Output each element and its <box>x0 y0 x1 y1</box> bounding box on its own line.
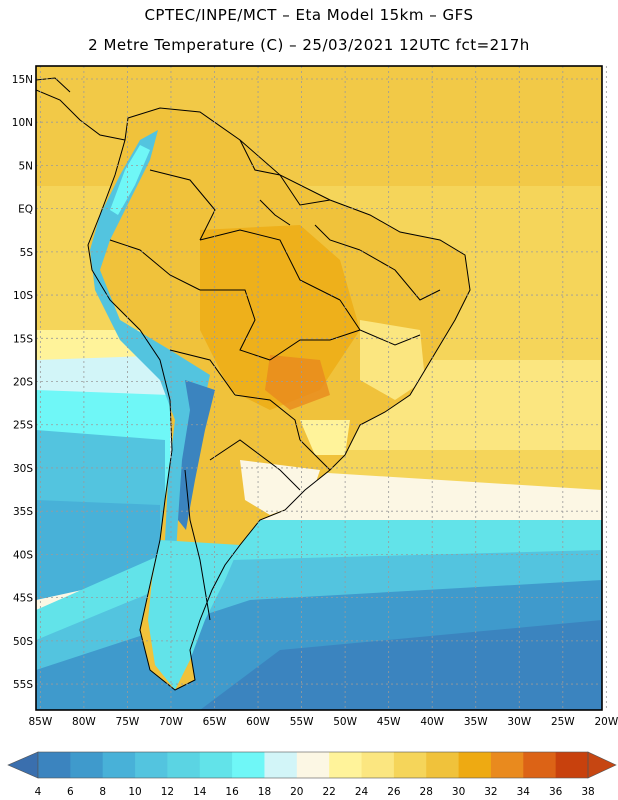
lat-tick-label: EQ <box>18 204 33 216</box>
colorbar-tick-label: 36 <box>549 786 563 798</box>
lat-tick-label: 15S <box>13 333 33 345</box>
colorbar-tick-label: 22 <box>322 786 335 798</box>
map-subtitle: 2 Metre Temperature (C) – 25/03/2021 12U… <box>88 36 530 54</box>
colorbar-bin <box>102 752 136 778</box>
lat-tick-label: 30S <box>13 463 33 475</box>
colorbar-bin <box>167 752 201 778</box>
lat-tick-label: 40S <box>13 549 33 561</box>
lat-tick-label: 50S <box>13 636 33 648</box>
lon-tick-label: 80W <box>72 716 96 728</box>
lon-tick-label: 55W <box>290 716 314 728</box>
colorbar-bin <box>555 752 589 778</box>
lat-tick-label: 35S <box>13 506 33 518</box>
colorbar-tick-label: 14 <box>193 786 207 798</box>
colorbar-tick-label: 10 <box>128 786 141 798</box>
colorbar-max-arrow <box>587 751 617 779</box>
colorbar-tick-label: 24 <box>355 786 369 798</box>
lon-tick-label: 75W <box>116 716 140 728</box>
lon-tick-label: 35W <box>464 716 488 728</box>
colorbar-bin <box>264 752 298 778</box>
temperature-field <box>36 66 602 710</box>
colorbar-bin <box>296 752 330 778</box>
colorbar-tick-label: 12 <box>161 786 174 798</box>
lat-tick-label: 55S <box>13 679 33 691</box>
lon-tick-label: 45W <box>377 716 401 728</box>
longitude-labels: 85W 80W 75W 70W 65W 60W 55W 50W 45W 40W 35W 30W 25W 2… <box>28 716 618 728</box>
colorbar-bin <box>135 752 168 778</box>
lat-tick-label: 45S <box>13 593 33 605</box>
lat-tick-label: 25S <box>13 420 33 432</box>
colorbar-bin <box>490 752 524 778</box>
colorbar-bin <box>426 752 460 778</box>
colorbar-tick-label: 26 <box>387 786 401 798</box>
lat-tick-label: 5S <box>20 247 34 259</box>
lon-tick-label: 20W <box>594 716 618 728</box>
colorbar-tick-label: 32 <box>484 786 497 798</box>
graticule <box>36 66 607 710</box>
lon-tick-label: 65W <box>203 716 227 728</box>
lon-tick-label: 50W <box>333 716 357 728</box>
lon-tick-label: 25W <box>551 716 575 728</box>
colorbar-bin <box>458 752 492 778</box>
colorbar-bin <box>38 752 71 778</box>
colorbar-outline <box>37 751 589 779</box>
colorbar-tick-label: 34 <box>517 786 531 798</box>
colorbar-tick-label: 8 <box>99 786 106 798</box>
country-borders <box>36 77 471 691</box>
colorbar-bin <box>361 752 395 778</box>
colorbar-bin <box>393 752 427 778</box>
colorbar-tick-label: 6 <box>67 786 74 798</box>
colorbar-tick-label: 18 <box>258 786 271 798</box>
latitude-labels: 15N 10N 5N EQ 5S 10S 15S 20S 25S 30S 35S 40S 45S 50S 5… <box>12 74 34 691</box>
colorbar-tick-label: 4 <box>35 786 42 798</box>
colorbar-bin <box>70 752 104 778</box>
lat-tick-label: 15N <box>12 74 33 86</box>
lat-tick-label: 20S <box>13 377 33 389</box>
colorbar-bin <box>199 752 233 778</box>
colorbar-tick-label: 16 <box>225 786 239 798</box>
lon-tick-label: 30W <box>507 716 531 728</box>
map-title: CPTEC/INPE/MCT – Eta Model 15km – GFS <box>144 6 474 24</box>
lon-tick-label: 40W <box>420 716 444 728</box>
colorbar-bin <box>329 752 363 778</box>
colorbar-tick-label: 28 <box>420 786 433 798</box>
lon-tick-label: 85W <box>28 716 52 728</box>
colorbar-tick-label: 30 <box>452 786 465 798</box>
lat-tick-label: 5N <box>18 160 33 172</box>
lat-tick-label: 10N <box>12 117 33 129</box>
colorbar-tick-label: 38 <box>581 786 594 798</box>
colorbar-bin <box>523 752 557 778</box>
colorbar: 4 6 8 10 12 14 16 18 20 22 24 26 28 30 32 34 36 38 <box>7 751 617 798</box>
colorbar-min-arrow <box>7 751 39 779</box>
lon-tick-label: 70W <box>159 716 183 728</box>
colorbar-bin <box>232 752 265 778</box>
colorbar-tick-label: 20 <box>290 786 303 798</box>
lon-tick-label: 60W <box>246 716 270 728</box>
lat-tick-label: 10S <box>13 290 33 302</box>
map-frame <box>35 65 603 711</box>
